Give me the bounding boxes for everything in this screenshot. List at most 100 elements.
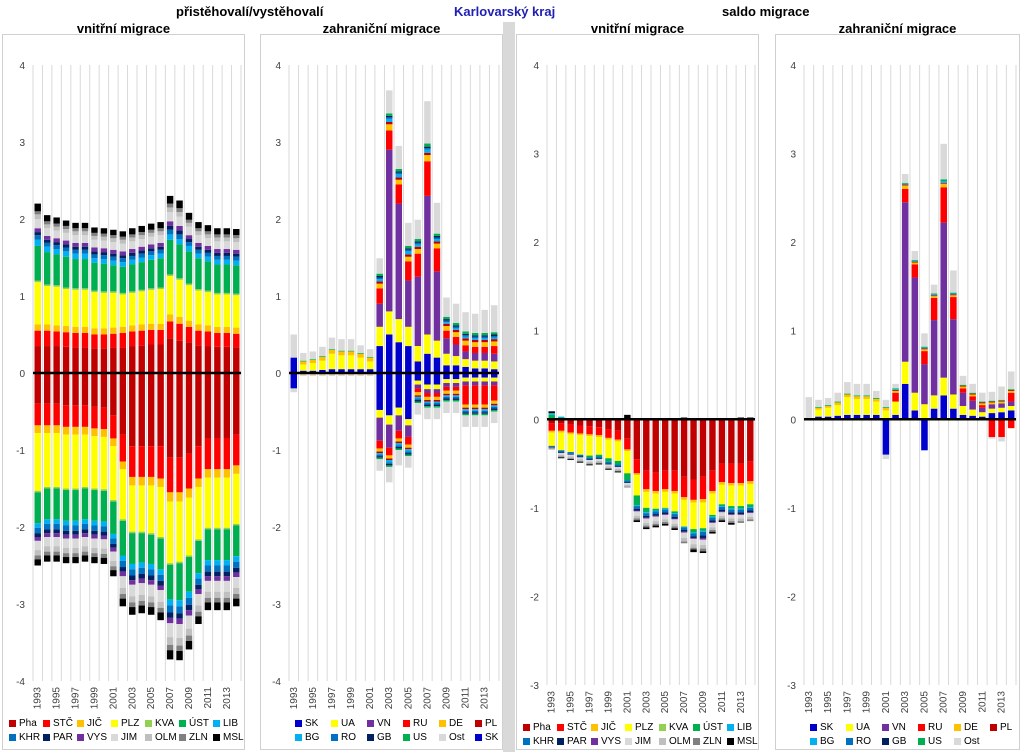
bar-segment bbox=[959, 392, 967, 406]
bar-segment bbox=[959, 388, 967, 393]
bar-segment bbox=[43, 529, 51, 534]
legend-swatch bbox=[846, 724, 853, 731]
bar-segment bbox=[969, 383, 976, 393]
bar-segment bbox=[376, 456, 383, 458]
y-tick-label: -3 bbox=[16, 600, 25, 611]
legend-item: JIM bbox=[625, 736, 651, 747]
bar-segment bbox=[43, 239, 51, 243]
bar-segment bbox=[481, 332, 488, 336]
bar-segment bbox=[690, 499, 697, 503]
bar-segment bbox=[452, 383, 460, 387]
bar-segment bbox=[652, 516, 659, 522]
bar-segment bbox=[424, 384, 431, 390]
bar-segment bbox=[195, 593, 202, 606]
bar-segment bbox=[548, 423, 555, 431]
bar-segment bbox=[930, 293, 938, 295]
bar-segment bbox=[443, 386, 450, 391]
bar-segment bbox=[376, 281, 383, 284]
bar-segment bbox=[138, 289, 145, 292]
bar-segment bbox=[595, 419, 603, 428]
bar-segment bbox=[147, 607, 155, 615]
bar-segment bbox=[671, 493, 678, 512]
bar-segment bbox=[950, 294, 957, 296]
x-tick-label: 2013 bbox=[222, 687, 233, 710]
bar-segment bbox=[680, 530, 688, 532]
bar-segment bbox=[204, 529, 212, 561]
bar-segment bbox=[147, 563, 155, 570]
bar-segment bbox=[43, 285, 51, 325]
bar-segment bbox=[405, 449, 412, 452]
bar-segment bbox=[834, 402, 842, 406]
bar-segment bbox=[376, 454, 383, 457]
bar-segment bbox=[443, 319, 450, 321]
bar-segment bbox=[81, 373, 89, 406]
bar-segment bbox=[643, 489, 650, 492]
bar-segment bbox=[185, 597, 193, 605]
bar-segment bbox=[100, 252, 108, 256]
bar-segment bbox=[443, 401, 450, 414]
bar-segment bbox=[195, 290, 202, 325]
x-tick-label: 1995 bbox=[823, 691, 834, 714]
bar-segment bbox=[567, 456, 574, 459]
bar-segment bbox=[471, 381, 479, 386]
legend-item: BG bbox=[810, 736, 834, 747]
bar-segment bbox=[119, 469, 127, 520]
legend-label: VN bbox=[892, 722, 906, 733]
bar-segment bbox=[978, 392, 986, 402]
bar-segment bbox=[138, 257, 145, 263]
bar-segment bbox=[176, 600, 183, 607]
bar-segment bbox=[43, 488, 51, 520]
legend-item: Ost bbox=[954, 736, 980, 747]
bar-segment bbox=[119, 258, 127, 263]
bar-segment bbox=[223, 527, 231, 530]
bar-segment bbox=[718, 463, 726, 483]
bar-segment bbox=[91, 534, 98, 539]
bar-segment bbox=[214, 294, 221, 327]
bar-segment bbox=[462, 312, 469, 332]
bar-segment bbox=[119, 292, 127, 295]
bar-segment bbox=[433, 406, 441, 408]
bar-segment bbox=[214, 565, 221, 572]
bar-segment bbox=[557, 450, 565, 453]
bar-segment bbox=[978, 401, 986, 403]
bar-segment bbox=[737, 512, 745, 515]
bar-segment bbox=[72, 525, 79, 531]
bar-segment bbox=[100, 236, 108, 241]
legend-swatch bbox=[990, 724, 997, 731]
bar-segment bbox=[176, 239, 183, 245]
bar-segment bbox=[405, 456, 412, 468]
bar-segment bbox=[462, 385, 469, 405]
bar-segment bbox=[462, 359, 469, 367]
bar-segment bbox=[433, 248, 441, 272]
bar-segment bbox=[357, 353, 364, 358]
bar-segment bbox=[844, 393, 851, 395]
bar-segment bbox=[233, 373, 240, 435]
bar-segment bbox=[699, 502, 707, 529]
bar-segment bbox=[395, 145, 403, 169]
bar-segment bbox=[969, 394, 976, 397]
bar-segment bbox=[129, 485, 136, 532]
bar-segment bbox=[91, 553, 98, 558]
legend-swatch bbox=[475, 734, 482, 741]
bar-segment bbox=[204, 373, 212, 439]
bar-segment bbox=[424, 155, 431, 162]
bar-segment bbox=[728, 512, 735, 515]
bar-segment bbox=[443, 365, 450, 373]
bar-segment bbox=[91, 258, 98, 263]
bar-segment bbox=[844, 382, 851, 394]
bar-segment bbox=[643, 470, 650, 490]
bar-segment bbox=[166, 338, 174, 373]
bar-segment bbox=[166, 207, 174, 213]
chart-title: vnitřní migrace bbox=[590, 21, 685, 36]
bar-segment bbox=[147, 244, 155, 249]
y-tick-label: -1 bbox=[530, 504, 539, 515]
bar-segment bbox=[643, 491, 650, 508]
bar-segment bbox=[452, 303, 460, 323]
bar-segment bbox=[214, 264, 221, 293]
bar-segment bbox=[462, 366, 469, 373]
bar-segment bbox=[166, 275, 174, 315]
bar-segment bbox=[805, 397, 813, 420]
bar-segment bbox=[195, 289, 202, 291]
bar-segment bbox=[53, 230, 60, 239]
bar-segment bbox=[728, 506, 735, 509]
